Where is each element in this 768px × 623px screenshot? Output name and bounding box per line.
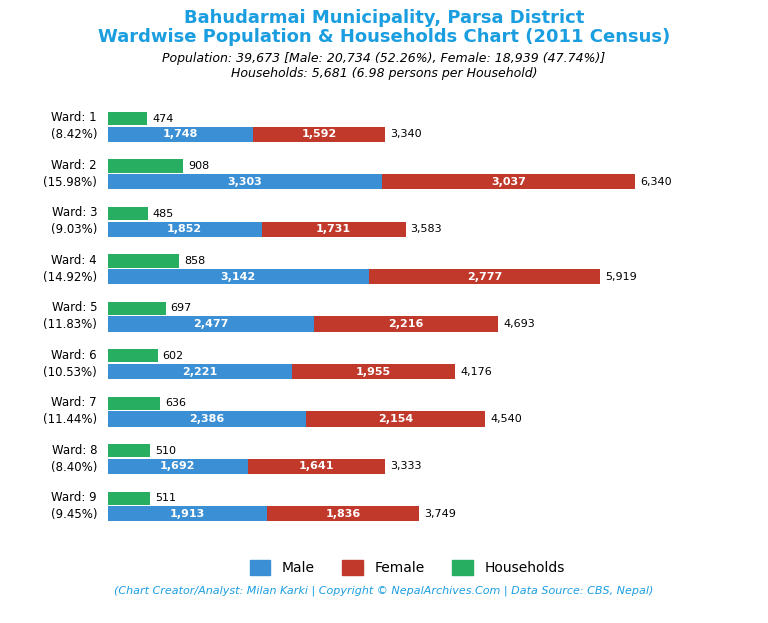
Text: 1,592: 1,592 (302, 130, 337, 140)
Text: Wardwise Population & Households Chart (2011 Census): Wardwise Population & Households Chart (… (98, 28, 670, 46)
Bar (108, 254, 179, 268)
Text: 485: 485 (153, 209, 174, 219)
Text: 636: 636 (165, 398, 187, 408)
Bar (313, 316, 498, 331)
Text: 2,216: 2,216 (388, 319, 423, 329)
Text: 3,749: 3,749 (425, 509, 456, 519)
Text: 858: 858 (184, 256, 205, 266)
Text: 3,142: 3,142 (220, 272, 256, 282)
Text: 602: 602 (163, 351, 184, 361)
Bar (108, 159, 183, 173)
Text: 908: 908 (188, 161, 210, 171)
Text: 1,731: 1,731 (316, 224, 351, 234)
Text: Households: 5,681 (6.98 persons per Household): Households: 5,681 (6.98 persons per Hous… (230, 67, 538, 80)
Bar (108, 397, 161, 410)
Bar (108, 411, 306, 427)
Text: 6,340: 6,340 (640, 177, 672, 187)
Text: 3,340: 3,340 (390, 130, 422, 140)
Bar (262, 222, 406, 237)
Text: 697: 697 (170, 303, 192, 313)
Text: 2,477: 2,477 (193, 319, 228, 329)
Text: 1,955: 1,955 (356, 366, 391, 376)
Text: 1,913: 1,913 (170, 509, 205, 519)
Text: (Chart Creator/Analyst: Milan Karki | Copyright © NepalArchives.Com | Data Sourc: (Chart Creator/Analyst: Milan Karki | Co… (114, 586, 654, 596)
Bar (108, 316, 313, 331)
Text: 4,540: 4,540 (490, 414, 522, 424)
Text: 3,583: 3,583 (411, 224, 442, 234)
Text: 474: 474 (152, 113, 174, 123)
Text: 2,154: 2,154 (378, 414, 413, 424)
Bar (306, 411, 485, 427)
Text: 4,176: 4,176 (460, 366, 492, 376)
Text: 3,037: 3,037 (492, 177, 526, 187)
Text: 2,386: 2,386 (189, 414, 224, 424)
Bar (108, 112, 147, 125)
Bar (108, 350, 157, 363)
Text: 3,333: 3,333 (390, 462, 422, 472)
Bar (108, 126, 253, 142)
Text: 4,693: 4,693 (503, 319, 535, 329)
Bar (108, 364, 293, 379)
Text: 1,836: 1,836 (326, 509, 361, 519)
Text: 1,852: 1,852 (167, 224, 202, 234)
Bar (382, 174, 635, 189)
Bar (108, 444, 150, 457)
Legend: Male, Female, Households: Male, Female, Households (244, 555, 570, 581)
Text: 1,692: 1,692 (161, 462, 196, 472)
Text: Bahudarmai Municipality, Parsa District: Bahudarmai Municipality, Parsa District (184, 9, 584, 27)
Text: 510: 510 (155, 445, 176, 456)
Text: 5,919: 5,919 (605, 272, 637, 282)
Text: 1,748: 1,748 (163, 130, 198, 140)
Bar (108, 459, 248, 474)
Bar (293, 364, 455, 379)
Text: 2,777: 2,777 (467, 272, 502, 282)
Text: Population: 39,673 [Male: 20,734 (52.26%), Female: 18,939 (47.74%)]: Population: 39,673 [Male: 20,734 (52.26%… (162, 52, 606, 65)
Bar (108, 222, 262, 237)
Bar (108, 269, 369, 284)
Bar (108, 302, 166, 315)
Bar (108, 506, 266, 521)
Bar (369, 269, 600, 284)
Text: 511: 511 (155, 493, 176, 503)
Bar (266, 506, 419, 521)
Bar (248, 459, 385, 474)
Bar (253, 126, 386, 142)
Bar (108, 174, 382, 189)
Bar (108, 492, 150, 505)
Text: 2,221: 2,221 (182, 366, 217, 376)
Text: 3,303: 3,303 (227, 177, 263, 187)
Bar (108, 207, 148, 220)
Text: 1,641: 1,641 (299, 462, 334, 472)
